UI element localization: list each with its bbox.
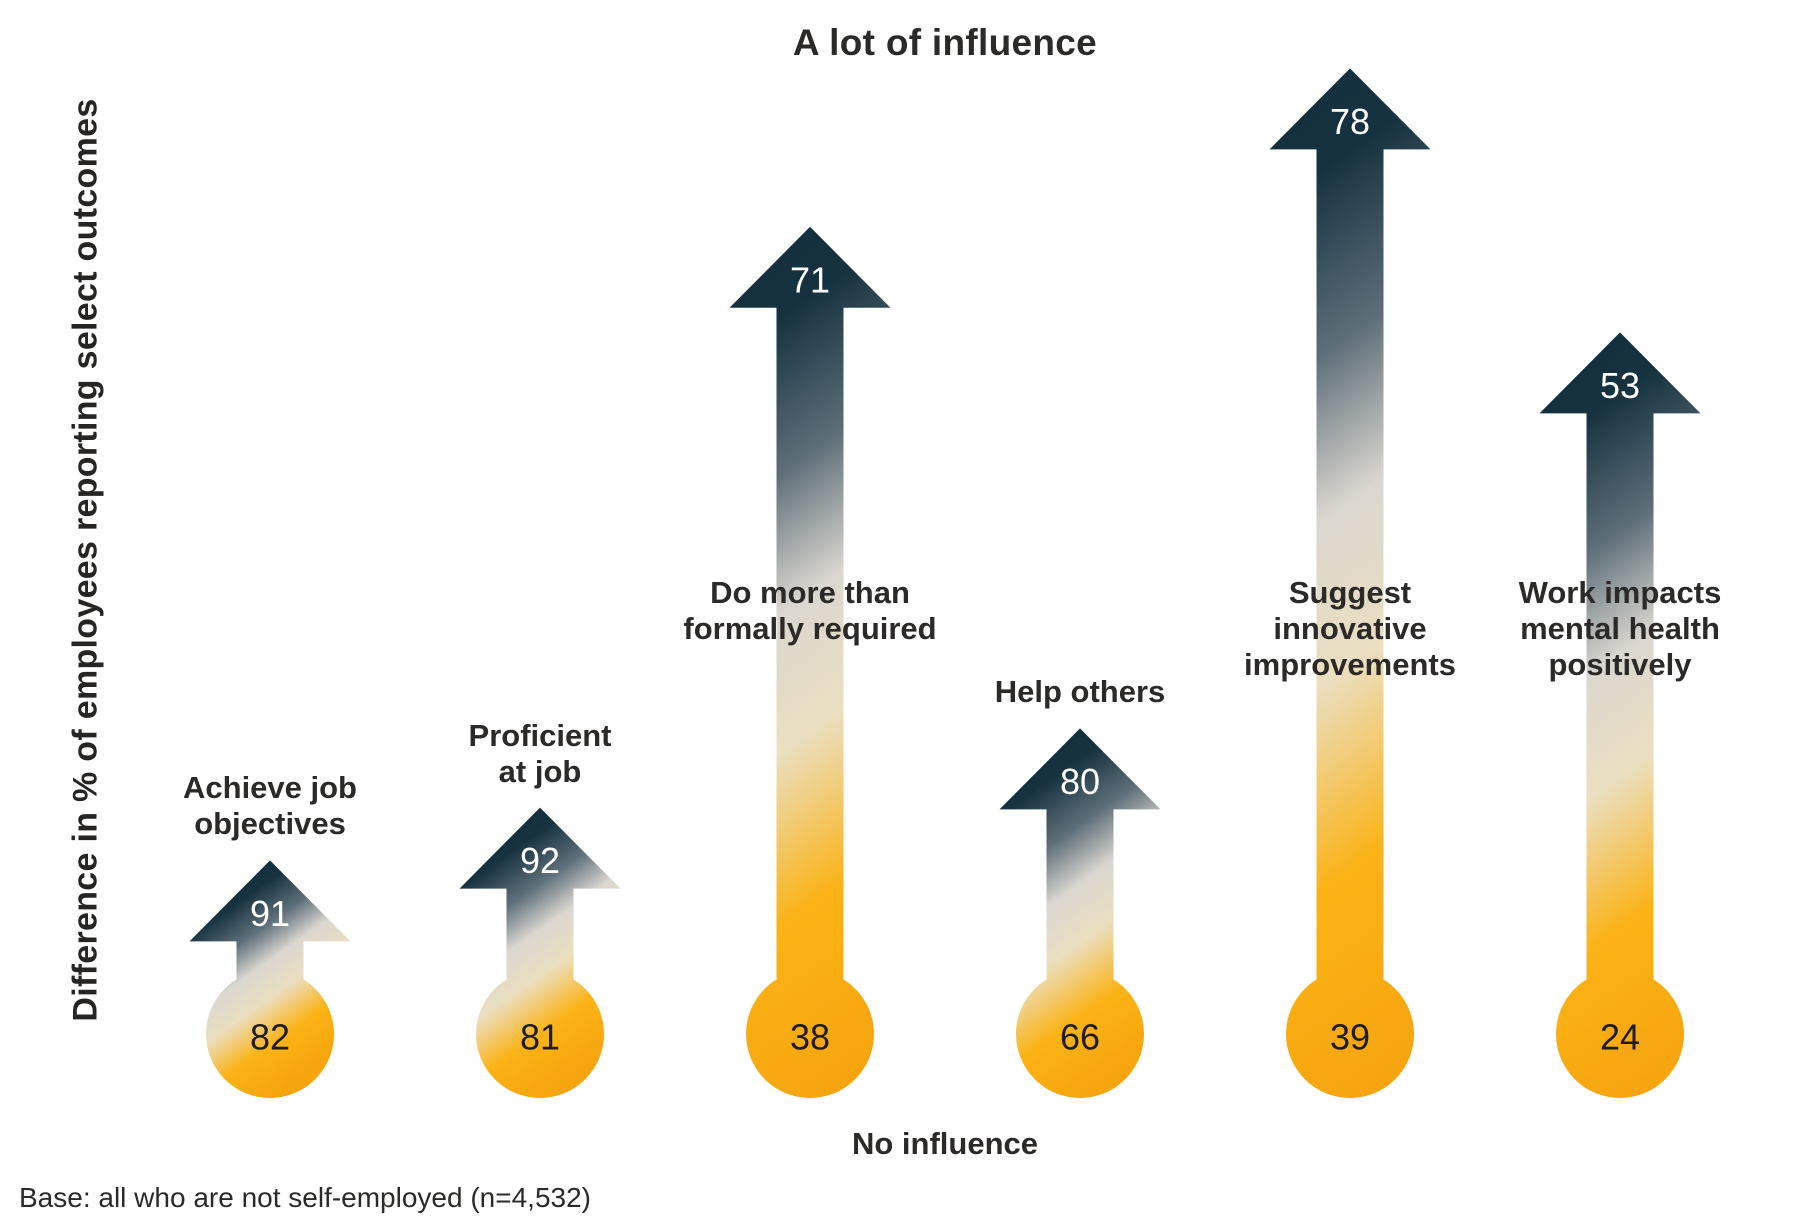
y-axis-title: Difference in % of employees reporting s… bbox=[66, 98, 105, 1022]
bulb-value: 24 bbox=[1600, 1017, 1640, 1058]
arrow-value: 92 bbox=[520, 840, 560, 881]
bulb-value: 39 bbox=[1330, 1017, 1370, 1058]
arrow-shape bbox=[459, 807, 621, 1034]
arrow-shape bbox=[1269, 68, 1431, 1034]
arrow-value: 91 bbox=[250, 893, 290, 934]
bulb-value: 81 bbox=[520, 1017, 560, 1058]
bulb-circle bbox=[476, 970, 604, 1098]
arrow-shape bbox=[999, 728, 1161, 1034]
column-label: Suggest innovative improvements bbox=[1244, 575, 1456, 682]
thermometer-column: 78 39 bbox=[1269, 68, 1431, 1098]
bulb-circle bbox=[206, 970, 334, 1098]
thermometer-column: 91 82 bbox=[189, 860, 351, 1098]
arrow-shape bbox=[1539, 332, 1701, 1034]
arrow-value: 71 bbox=[790, 259, 830, 300]
column-label-layer: Achieve job objectives Proficient at job Do … bbox=[135, 0, 1755, 1229]
bulb-circle bbox=[746, 970, 874, 1098]
thermometer-column: 53 24 bbox=[1539, 332, 1701, 1098]
bulb-value: 82 bbox=[250, 1017, 290, 1058]
bulb-value: 66 bbox=[1060, 1017, 1100, 1058]
bulb-circle bbox=[1286, 970, 1414, 1098]
top-axis-label: A lot of influence bbox=[792, 22, 1098, 63]
thermometer-column: 71 38 bbox=[729, 226, 891, 1098]
column-label: Do more than formally required bbox=[683, 575, 937, 646]
arrow-shape bbox=[189, 860, 351, 1034]
bottom-axis-label: No influence bbox=[851, 1126, 1038, 1161]
column-label: Help others bbox=[994, 674, 1166, 710]
bulb-circle bbox=[1016, 970, 1144, 1098]
bulb-value: 38 bbox=[790, 1017, 830, 1058]
arrow-value: 78 bbox=[1330, 101, 1370, 142]
arrow-value: 53 bbox=[1600, 365, 1640, 406]
column-label: Proficient at job bbox=[468, 717, 612, 789]
thermometer-chart-canvas: 91 82 92 81 71 38 80 66 78 39 53 24 bbox=[189, 68, 1701, 1098]
arrow-value: 80 bbox=[1060, 761, 1100, 802]
base-footnote: Base: all who are not self-employed (n=4… bbox=[19, 1182, 591, 1213]
bulb-circle bbox=[1556, 970, 1684, 1098]
column-label: Work impacts mental health positively bbox=[1518, 575, 1722, 682]
column-label: Achieve job objectives bbox=[183, 770, 357, 842]
thermometer-column: 92 81 bbox=[459, 807, 621, 1098]
arrow-shape bbox=[729, 226, 891, 1035]
thermometer-column: 80 66 bbox=[999, 728, 1161, 1098]
